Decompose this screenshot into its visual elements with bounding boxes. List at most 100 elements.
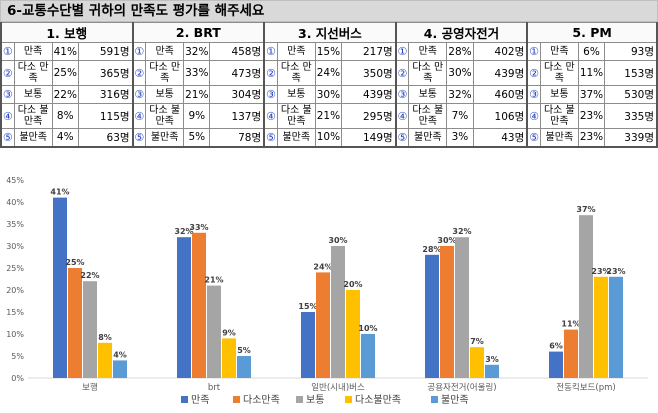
rating-label: 다소 불만족 <box>145 103 185 129</box>
y-tick-label: 30% <box>6 242 24 251</box>
legend-label: 다소만족 <box>243 394 280 406</box>
bar <box>440 246 454 378</box>
data-label: 7% <box>470 337 484 346</box>
rating-label: 만족 <box>408 42 448 61</box>
rating-count: 43명 <box>472 128 529 148</box>
y-tick-label: 0% <box>11 374 24 383</box>
bar-chart: 0% 5% 10% 15% 20% 25% 30% 35% 40% 45% 41% 25% 22% 8% 4… <box>0 172 658 413</box>
data-label: 6% <box>549 342 563 351</box>
row-number: ③ <box>263 85 278 104</box>
rating-label: 다소 만족 <box>145 60 185 86</box>
bar <box>113 360 127 378</box>
row-number: ① <box>526 42 541 61</box>
rating-label: 보통 <box>408 85 448 104</box>
rating-count: 458명 <box>209 42 266 61</box>
rating-label: 만족 <box>276 42 316 61</box>
row-number: ⑤ <box>394 128 410 148</box>
legend-label: 다소불만족 <box>355 394 401 406</box>
row-number: ⑤ <box>131 128 147 148</box>
rating-count: 137명 <box>209 103 266 129</box>
rating-label: 불만족 <box>408 128 448 148</box>
rating-label: 보통 <box>539 85 579 104</box>
row-number: ④ <box>526 103 541 129</box>
rating-percent: 8% <box>51 103 79 129</box>
row-number: ⑤ <box>0 128 15 148</box>
rating-percent: 41% <box>51 42 79 61</box>
rating-label: 불만족 <box>13 128 53 148</box>
rating-count: 365명 <box>77 60 134 86</box>
rating-count: 106명 <box>472 103 529 129</box>
rating-label: 불만족 <box>145 128 185 148</box>
table-row: ④ 다소 불만족 8% 115명 ④ 다소 불만족 9% 137명 ④ 다소 불만족 21% 295명… <box>0 103 658 129</box>
bar <box>237 356 251 378</box>
rating-label: 만족 <box>539 42 579 61</box>
rating-percent: 4% <box>51 128 79 148</box>
rating-label: 다소 불만족 <box>408 103 448 129</box>
data-label: 33% <box>189 223 208 232</box>
table-header-mode-4: 4. 공영자전거 <box>394 22 529 43</box>
data-label: 10% <box>358 324 377 333</box>
rating-percent: 23% <box>577 103 606 129</box>
bar <box>316 272 330 378</box>
y-tick-label: 10% <box>6 330 24 339</box>
data-label: 28% <box>422 245 441 254</box>
rating-label: 보통 <box>276 85 316 104</box>
row-number: ① <box>131 42 147 61</box>
row-number: ③ <box>526 85 541 104</box>
rating-percent: 33% <box>183 60 211 86</box>
table-row: ③ 보통 22% 316명 ③ 보통 21% 304명 ③ 보통 30% 439명 ③ 보통 32% 460명… <box>0 85 658 104</box>
y-tick-label: 45% <box>6 176 24 185</box>
rating-percent: 6% <box>577 42 606 61</box>
y-tick-label: 5% <box>11 352 24 361</box>
rating-percent: 37% <box>577 85 606 104</box>
rating-count: 439명 <box>472 60 529 86</box>
data-label: 8% <box>98 333 112 342</box>
rating-percent: 9% <box>183 103 211 129</box>
data-label: 21% <box>204 276 223 285</box>
rating-percent: 23% <box>577 128 606 148</box>
survey-table: 1. 보행 2. BRT 3. 지선버스 4. 공영자전거 5. PM ① 만족 41% 59… <box>0 22 658 148</box>
rating-label: 다소 불만족 <box>276 103 316 129</box>
y-tick-label: 25% <box>6 264 24 273</box>
rating-percent: 30% <box>446 60 474 86</box>
rating-label: 만족 <box>145 42 185 61</box>
rating-count: 350명 <box>340 60 397 86</box>
data-label: 5% <box>237 346 251 355</box>
data-label: 25% <box>65 258 84 267</box>
rating-label: 다소 만족 <box>408 60 448 86</box>
table-row: ⑤ 불만족 4% 63명 ⑤ 불만족 5% 78명 ⑤ 불만족 10% 149명 ⑤ 불만족 3% 43명 ⑤ 불… <box>0 128 658 148</box>
bar <box>53 197 67 378</box>
row-number: ⑤ <box>526 128 541 148</box>
data-label: 24% <box>313 262 332 271</box>
legend-swatch <box>233 396 240 403</box>
bar <box>564 329 578 378</box>
bar <box>301 312 315 378</box>
row-number: ③ <box>131 85 147 104</box>
rating-label: 보통 <box>13 85 53 104</box>
data-label: 20% <box>343 280 362 289</box>
rating-label: 다소 불만족 <box>13 103 53 129</box>
bar <box>485 364 499 378</box>
rating-percent: 30% <box>314 85 342 104</box>
bar <box>222 338 236 378</box>
rating-percent: 10% <box>314 128 342 148</box>
data-label: 22% <box>80 271 99 280</box>
data-label: 3% <box>485 355 499 364</box>
table-header-row: 1. 보행 2. BRT 3. 지선버스 4. 공영자전거 5. PM <box>0 22 658 43</box>
data-label: 23% <box>606 267 625 276</box>
row-number: ① <box>0 42 15 61</box>
row-number: ③ <box>0 85 15 104</box>
bar <box>207 285 221 378</box>
row-number: ① <box>263 42 278 61</box>
table-header-mode-2: 2. BRT <box>131 22 266 43</box>
row-number: ③ <box>394 85 410 104</box>
row-number: ② <box>263 60 278 86</box>
bar <box>192 232 206 378</box>
legend-swatch <box>345 396 352 403</box>
data-label: 32% <box>174 227 193 236</box>
data-label: 23% <box>591 267 610 276</box>
bar-chart-svg: 0% 5% 10% 15% 20% 25% 30% 35% 40% 45% 41% 25% 22% 8%4… <box>6 176 648 406</box>
rating-count: 295명 <box>340 103 397 129</box>
rating-label: 만족 <box>13 42 53 61</box>
rating-count: 78명 <box>209 128 266 148</box>
